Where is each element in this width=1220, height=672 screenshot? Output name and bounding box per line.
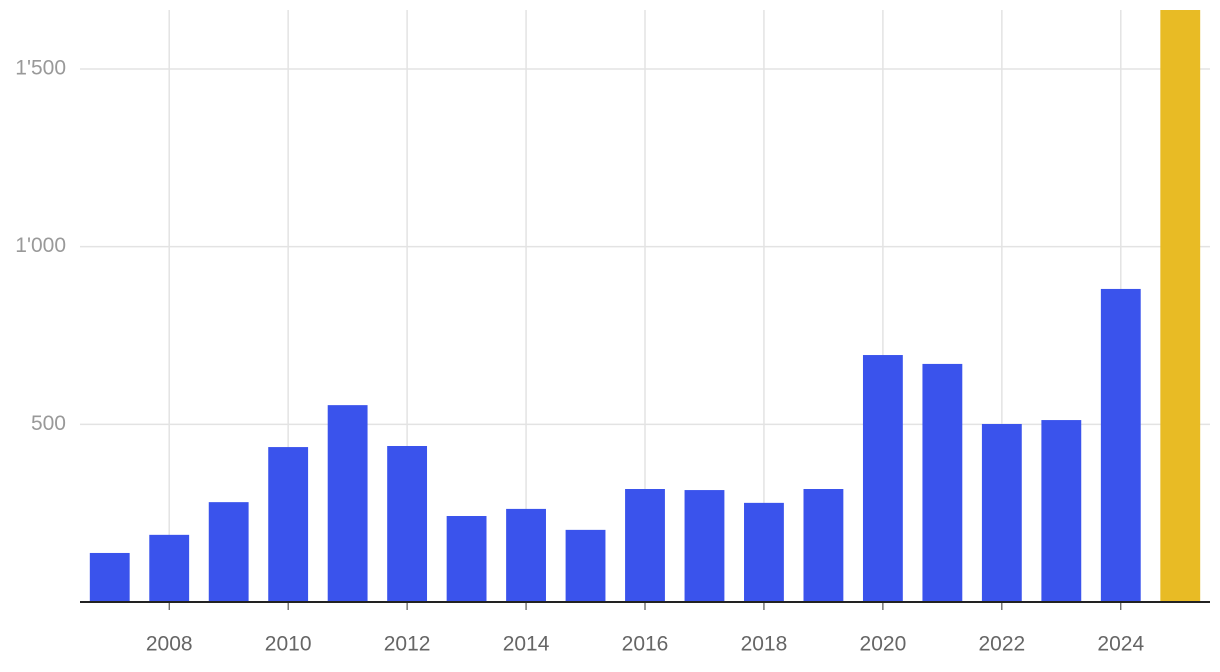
x-tick-label: 2010 [265, 633, 312, 656]
bar [744, 502, 784, 602]
bar [981, 423, 1022, 602]
x-tick-label: 2022 [978, 633, 1025, 656]
bar [327, 405, 368, 602]
bar [89, 552, 130, 602]
x-tick-label: 2020 [860, 633, 907, 656]
y-tick-label: 500 [31, 412, 66, 435]
bar [803, 489, 844, 602]
bar [446, 516, 487, 602]
bar [208, 502, 249, 602]
bar [625, 489, 665, 602]
bar [149, 534, 190, 602]
x-tick-label: 2016 [622, 633, 669, 656]
bar [565, 529, 606, 602]
x-tick-label: 2024 [1097, 633, 1144, 656]
x-tick-label: 2012 [384, 633, 431, 656]
x-tick-label: 2008 [146, 633, 193, 656]
y-tick-label: 1'000 [15, 234, 66, 257]
bar [1160, 10, 1201, 602]
x-tick-label: 2018 [741, 633, 788, 656]
bar [862, 355, 903, 602]
bar [922, 363, 963, 602]
bar [1100, 288, 1141, 602]
bar [506, 508, 546, 602]
bar [387, 446, 428, 602]
x-tick-label: 2014 [503, 633, 550, 656]
bar [684, 490, 725, 602]
y-tick-label: 1'500 [15, 57, 66, 80]
bar [1041, 420, 1082, 602]
bar [268, 447, 309, 602]
